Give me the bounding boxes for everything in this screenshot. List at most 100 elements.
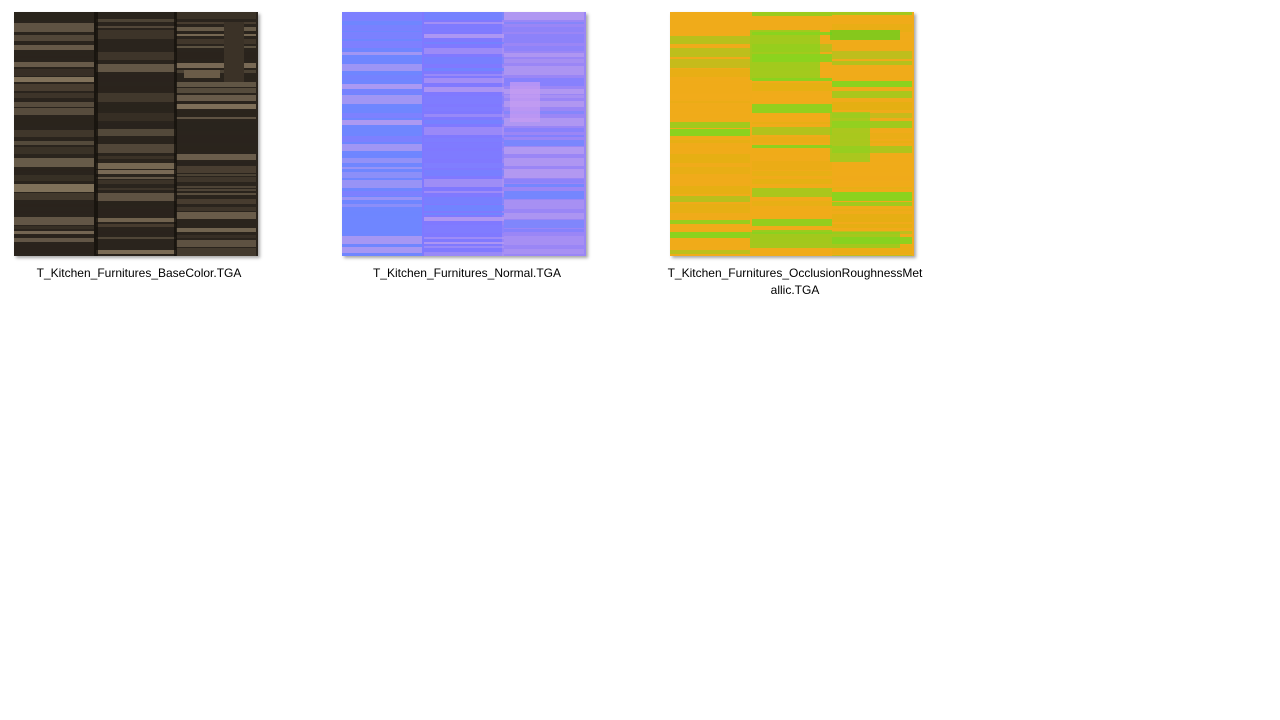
file-name: T_Kitchen_Furnitures_OcclusionRoughnessM…: [667, 266, 923, 297]
texture-stripe: [176, 228, 256, 232]
texture-stripe: [14, 118, 94, 126]
texture-stripe: [504, 118, 584, 126]
texture-stripe: [752, 145, 832, 148]
texture-stripe: [832, 192, 912, 201]
texture-stripe: [14, 184, 94, 192]
texture-stripe: [504, 179, 584, 183]
texture-stripe: [96, 163, 176, 169]
texture-stripe: [176, 146, 256, 152]
texture-stripe: [96, 26, 176, 28]
texture-stripe: [176, 221, 256, 226]
texture-stripe: [424, 114, 504, 117]
texture-stripe: [342, 64, 422, 71]
texture-stripe: [670, 140, 750, 143]
texture-stripe: [504, 27, 584, 32]
texture-stripe: [670, 204, 750, 213]
file-item-orm[interactable]: T_Kitchen_Furnitures_OcclusionRoughnessM…: [665, 12, 925, 299]
texture-stripe: [14, 244, 94, 253]
texture-stripe: [342, 12, 422, 21]
texture-stripe: [670, 154, 750, 163]
texture-stripe: [342, 197, 422, 200]
texture-stripe: [752, 179, 832, 184]
texture-stripe: [670, 240, 750, 247]
texture-stripe: [96, 64, 176, 72]
texture-stripe: [342, 229, 422, 233]
texture-stripe: [342, 236, 422, 244]
texture-stripe: [176, 12, 256, 19]
basecolor-texture-image: [14, 12, 258, 256]
texture-stripe: [424, 143, 504, 148]
texture-stripe: [504, 184, 584, 187]
thumbnail-basecolor[interactable]: [14, 12, 258, 256]
texture-stripe: [342, 128, 422, 132]
texture-stripe: [176, 39, 256, 44]
texture-stripe: [14, 77, 94, 82]
texture-stripe: [176, 199, 256, 204]
thumbnail-orm[interactable]: [670, 12, 914, 256]
texture-stripe: [14, 45, 94, 50]
texture-stripe: [424, 42, 504, 44]
texture-stripe: [832, 24, 912, 32]
texture-stripe: [832, 91, 912, 98]
texture-stripe: [424, 246, 504, 248]
texture-stripe: [176, 207, 256, 211]
texture-stripe: [504, 135, 584, 137]
texture-stripe: [424, 68, 504, 71]
texture-stripe: [342, 90, 422, 94]
texture-stripe: [14, 62, 94, 67]
texture-stripe: [504, 12, 584, 20]
texture-stripe: [504, 236, 584, 245]
texture-stripe: [832, 133, 912, 139]
texture-stripe: [96, 237, 176, 239]
texture-stripe: [424, 191, 504, 193]
file-item-normal[interactable]: T_Kitchen_Furnitures_Normal.TGA: [337, 12, 597, 282]
file-item-basecolor[interactable]: T_Kitchen_Furnitures_BaseColor.TGA: [9, 12, 269, 282]
texture-stripe: [670, 255, 750, 256]
texture-stripe: [342, 191, 422, 196]
texture-stripe: [342, 167, 422, 169]
texture-stripe: [670, 186, 750, 194]
texture-stripe: [832, 224, 912, 228]
texture-stripe: [342, 41, 422, 48]
texture-stripe: [832, 146, 912, 153]
texture-stripe: [176, 177, 256, 182]
texture-stripe: [342, 144, 422, 151]
texture-stripe: [14, 69, 94, 76]
texture-stripe: [424, 138, 504, 142]
texture-stripe: [752, 115, 832, 120]
texture-stripe: [176, 63, 256, 68]
texture-stripe: [670, 59, 750, 68]
texture-stripe: [670, 147, 750, 151]
texture-stripe: [670, 84, 750, 93]
texture-stripe: [670, 101, 750, 103]
texture-stripe: [832, 245, 912, 254]
texture-stripe: [424, 170, 504, 176]
texture-stripe: [670, 36, 750, 44]
texture-stripe: [96, 242, 176, 248]
texture-stripe: [96, 193, 176, 201]
texture-stripe: [670, 216, 750, 219]
texture-stripe: [752, 209, 832, 215]
texture-stripe: [504, 220, 584, 228]
texture-stripe: [670, 175, 750, 183]
texture-stripe: [176, 34, 256, 36]
texture-stripe: [14, 211, 94, 213]
texture-stripe: [832, 202, 912, 206]
texture-stripe: [14, 204, 94, 207]
texture-stripe: [96, 129, 176, 136]
texture-stripe: [342, 204, 422, 207]
texture-stripe: [96, 224, 176, 227]
texture-stripe: [14, 147, 94, 154]
texture-stripe: [752, 137, 832, 143]
texture-stripe: [424, 48, 504, 54]
texture-stripe: [752, 150, 832, 155]
texture-stripe: [424, 96, 504, 104]
texture-stripe: [670, 250, 750, 254]
texture-stripe: [342, 25, 422, 31]
texture-stripe: [14, 235, 94, 237]
texture-stripe: [504, 169, 584, 178]
texture-stripe: [424, 78, 504, 83]
texture-stripe: [752, 122, 832, 124]
texture-stripe: [96, 231, 176, 235]
thumbnail-normal[interactable]: [342, 12, 586, 256]
